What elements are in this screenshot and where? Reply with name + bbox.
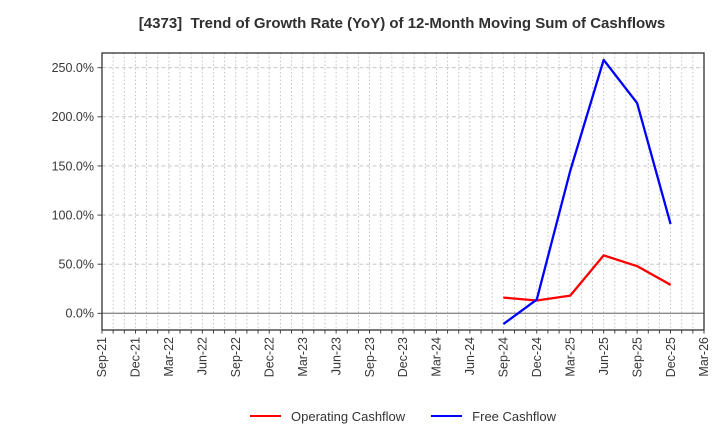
svg-text:0.0%: 0.0% [66,307,95,321]
svg-text:Dec-25: Dec-25 [664,337,678,377]
svg-text:200.0%: 200.0% [52,110,94,124]
x-tick-labels: Sep-21 Dec-21 Mar-22 Jun-22 Sep-22 Dec-22 Mar-… [95,337,711,377]
legend-item-operating-cashflow: Operating Cashflow [250,410,405,423]
legend-label-operating-cashflow: Operating Cashflow [291,408,406,424]
series-line-operating-cashflow [503,254,672,302]
svg-text:Dec-22: Dec-22 [262,337,276,377]
svg-text:Mar-26: Mar-26 [697,337,711,377]
svg-text:Dec-21: Dec-21 [129,337,143,377]
legend-label-free-cashflow: Free Cashflow [472,408,556,424]
svg-text:Sep-23: Sep-23 [363,337,377,377]
svg-text:100.0%: 100.0% [52,208,94,222]
svg-text:150.0%: 150.0% [52,159,94,173]
axis-ticks [97,67,705,334]
svg-text:Sep-25: Sep-25 [630,337,644,377]
svg-text:Jun-24: Jun-24 [463,337,477,375]
operating-cashflow-line-swatch [250,414,281,418]
legend: Operating Cashflow Free Cashflow [102,405,704,427]
svg-text:Jun-25: Jun-25 [597,337,611,375]
svg-text:Sep-22: Sep-22 [229,337,243,377]
plot-border [101,52,705,331]
svg-text:Sep-24: Sep-24 [497,337,511,377]
svg-text:250.0%: 250.0% [52,61,94,75]
svg-text:Mar-24: Mar-24 [430,337,444,377]
svg-text:Dec-23: Dec-23 [396,337,410,377]
legend-item-free-cashflow: Free Cashflow [431,410,556,423]
chart-title: [4373] Trend of Growth Rate (YoY) of 12-… [138,15,666,32]
free-cashflow-line-swatch [431,414,463,418]
y-tick-labels: 0.0% 50.0% 100.0% 150.0% 200.0% 250.0% [52,61,94,321]
svg-text:Sep-21: Sep-21 [95,337,109,377]
svg-text:Jun-22: Jun-22 [196,337,210,375]
svg-text:Dec-24: Dec-24 [530,337,544,377]
horizontal-gridlines [102,67,704,265]
series-line-free-cashflow [502,58,672,326]
svg-text:50.0%: 50.0% [59,257,94,271]
svg-text:Jun-23: Jun-23 [329,337,343,375]
svg-text:Mar-22: Mar-22 [162,337,176,377]
vertical-gridlines [101,53,705,330]
svg-text:Mar-25: Mar-25 [563,337,577,377]
svg-text:Mar-23: Mar-23 [296,337,310,377]
